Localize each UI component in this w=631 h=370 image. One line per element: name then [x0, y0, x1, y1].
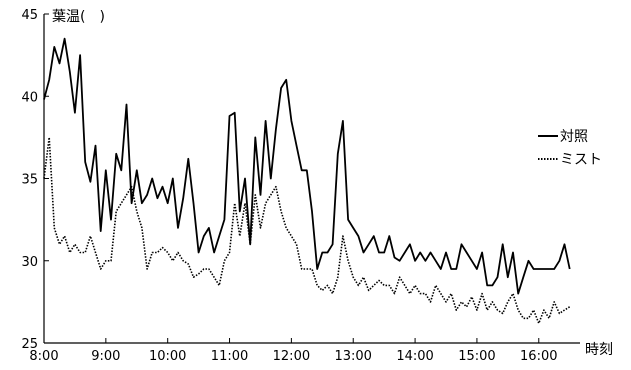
legend: 対照 ミスト: [538, 129, 602, 168]
x-tick-label: 13:00: [334, 349, 371, 364]
legend-label-mist: ミスト: [560, 152, 602, 168]
x-tick-label: 12:00: [273, 349, 310, 364]
y-axis-ticks: 25 30 35 40 45: [21, 8, 49, 352]
legend-label-control: 対照: [560, 129, 588, 145]
axes: [43, 14, 580, 344]
y-tick-label: 25: [21, 337, 38, 352]
x-tick-label: 16:00: [520, 349, 557, 364]
y-axis-label: 葉温( ): [52, 9, 105, 25]
y-tick-label: 30: [21, 255, 38, 270]
series-line-mist: [43, 136, 571, 325]
legend-item-mist: ミスト: [538, 152, 602, 168]
y-tick-label: 45: [21, 8, 38, 23]
x-tick-label: 14:00: [396, 349, 433, 364]
x-tick-label: 10:00: [149, 349, 186, 364]
series-lines: [43, 37, 571, 325]
y-tick-label: 35: [21, 173, 38, 188]
x-tick-label: 15:00: [458, 349, 495, 364]
x-tick-label: 11:00: [211, 349, 248, 364]
series-line-control: [43, 37, 571, 295]
x-tick-label: 8:00: [29, 349, 58, 364]
x-tick-label: 9:00: [91, 349, 120, 364]
x-axis-label: 時刻: [585, 342, 613, 358]
x-axis-ticks: 8:00 9:00 10:00 11:00 12:00 13:00 14:00 15:00 16…: [29, 338, 558, 364]
y-tick-label: 40: [21, 90, 38, 105]
legend-item-control: 対照: [538, 129, 588, 145]
